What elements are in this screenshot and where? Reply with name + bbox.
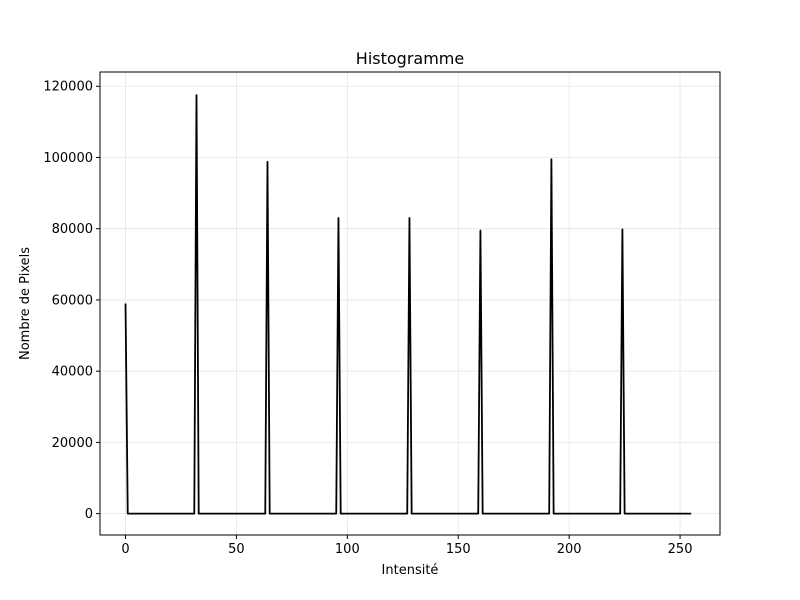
y-tick-label: 80000: [52, 222, 93, 237]
y-tick-label: 120000: [43, 80, 93, 95]
histogram-line: [124, 94, 692, 515]
x-tick-label: 250: [668, 542, 693, 557]
x-tick-label: 0: [121, 542, 129, 557]
data-series: [124, 94, 692, 515]
y-tick-label: 0: [85, 507, 93, 522]
chart-title: Histogramme: [356, 49, 464, 68]
x-axis-label: Intensité: [382, 563, 439, 578]
x-tick-label: 200: [557, 542, 582, 557]
y-tick-label: 60000: [52, 293, 93, 308]
x-tick-label: 150: [446, 542, 471, 557]
x-tick-label: 50: [228, 542, 245, 557]
y-tick-label: 20000: [52, 436, 93, 451]
plot-frame: [99, 71, 721, 536]
y-tick-label: 40000: [52, 365, 93, 380]
y-axis-label: Nombre de Pixels: [18, 247, 33, 360]
y-tick-label: 100000: [43, 151, 93, 166]
x-tick-label: 100: [335, 542, 360, 557]
axis-ticks: 0 50 100 150 200 250 0 20000 40000 60000 80000 1000…: [43, 80, 692, 557]
